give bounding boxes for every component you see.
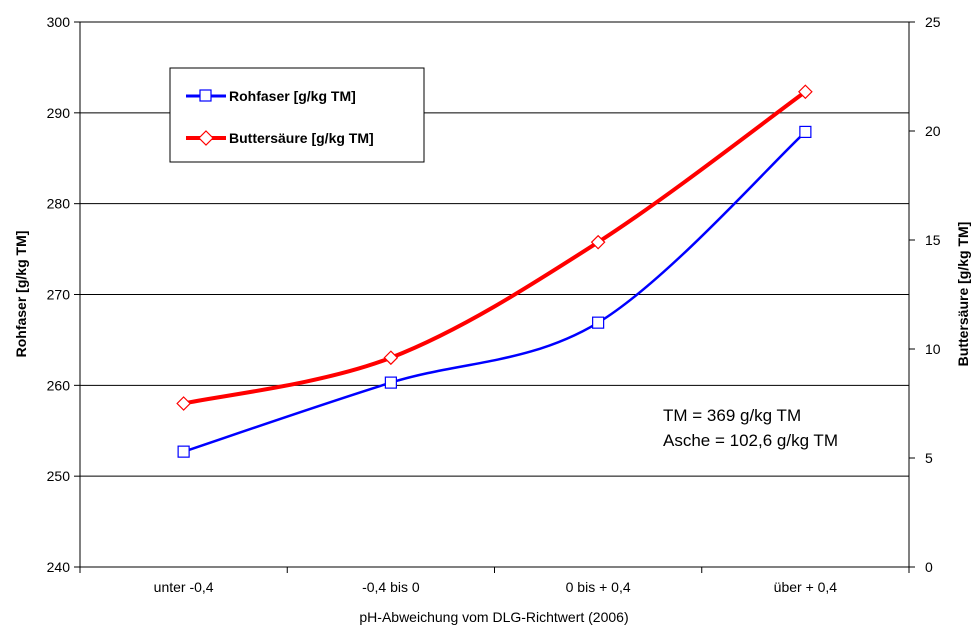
data-point-buttersaeure [176,396,191,411]
y-left-tick-label: 290 [47,105,71,121]
y-left-tick-label: 270 [47,287,71,303]
x-tick-label: unter -0,4 [154,579,214,595]
data-point-buttersaeure [383,350,399,366]
x-tick-label: -0,4 bis 0 [362,579,420,595]
series-group [176,84,813,458]
annotation-tm: TM = 369 g/kg TM [663,406,801,425]
data-point-rohfaser [177,445,190,458]
legend-box [169,67,425,163]
y-right-tick-label: 10 [925,341,941,357]
series-line-0 [182,130,807,453]
legend-marker-rohfaser [199,89,212,102]
right-axis-ticks: 0 5 10 15 20 25 [909,14,941,575]
y-left-tick-label: 240 [47,559,71,575]
legend-marker-buttersaeure [198,130,214,146]
x-axis-title: pH-Abweichung vom DLG-Richtwert (2006) [359,609,628,625]
data-point-buttersaeure [590,234,606,250]
legend: Rohfaser [g/kg TM] Buttersäure [g/kg TM] [169,67,425,163]
series-line-1 [181,89,808,406]
x-tick-label: über + 0,4 [774,579,838,595]
data-point-buttersaeure [798,84,813,100]
y-left-tick-label: 300 [47,14,71,30]
y-left-tick-label: 280 [47,196,71,212]
y-left-tick-label: 250 [47,468,71,484]
left-axis-ticks: 240 250 260 270 280 290 300 [47,14,80,575]
x-tick-label: 0 bis + 0,4 [566,579,631,595]
data-point-rohfaser [592,316,605,329]
y-right-tick-label: 5 [925,450,933,466]
data-point-rohfaser [799,125,812,139]
y-left-tick-label: 260 [47,377,71,393]
y-right-tick-label: 0 [925,559,933,575]
left-axis-title: Rohfaser [g/kg TM] [13,231,29,358]
right-axis-title: Buttersäure [g/kg TM] [955,222,971,367]
y-right-tick-label: 15 [925,232,941,248]
y-right-tick-label: 20 [925,123,941,139]
y-right-tick-label: 25 [925,14,941,30]
legend-label-rohfaser: Rohfaser [g/kg TM] [229,88,356,104]
x-axis-ticks: unter -0,4 -0,4 bis 0 0 bis + 0,4 über + 0,… [79,567,910,595]
legend-label-buttersaeure: Buttersäure [g/kg TM] [229,130,374,146]
annotation-asche: Asche = 102,6 g/kg TM [663,431,838,450]
data-point-rohfaser [384,376,397,389]
